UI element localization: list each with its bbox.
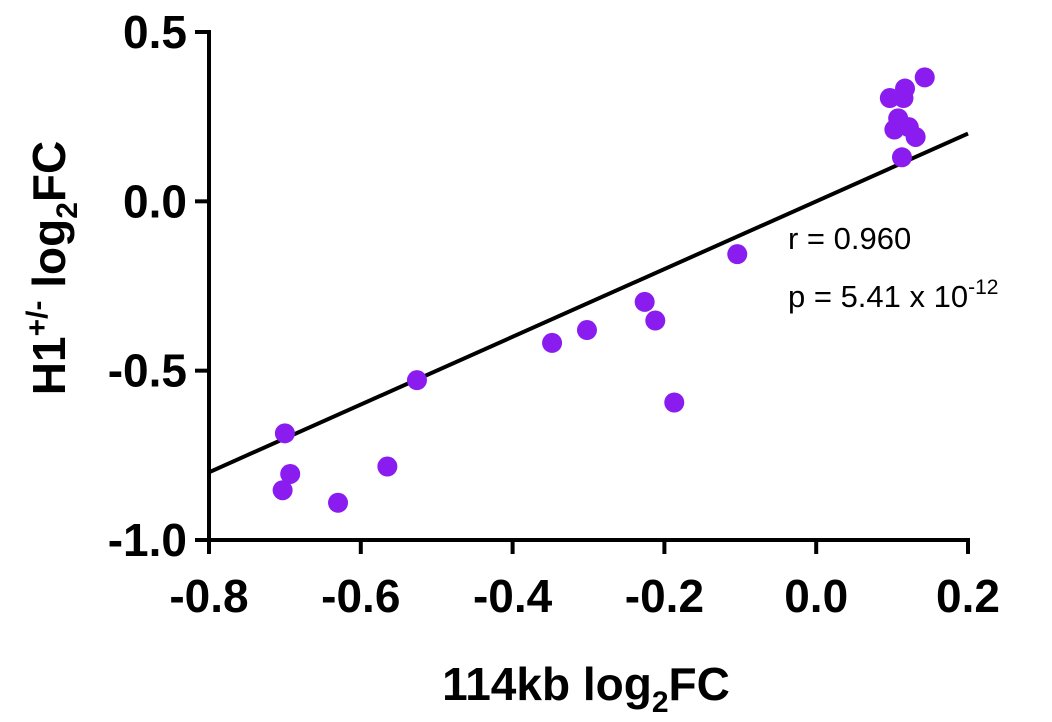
data-point [274,423,295,444]
x-axis-title-subscript: 2 [652,686,669,719]
x-tick-label: 0.0 [784,570,848,622]
data-point [664,392,685,413]
data-point [727,244,748,265]
x-axis-title: 114kb log2FC [442,658,730,719]
p-value-base: p = 5.41 x 10 [788,279,968,314]
y-tick-label: -1.0 [108,514,187,566]
x-tick-label: -0.4 [473,570,553,622]
regression-layer [208,131,969,475]
x-tick-label: 0.2 [936,570,1000,622]
y-axis-title-superscript: +/- [21,301,54,337]
data-point [576,320,597,341]
y-axis-title-middle: log [23,219,75,301]
data-point [406,370,427,391]
data-point [280,463,301,484]
y-axis-title-main: H1 [23,336,75,395]
y-axis-title: H1+/- log2FC [21,141,84,395]
data-point [328,492,349,513]
regression-line [208,131,969,475]
data-point [272,480,293,501]
x-axis-ticks: -0.8 -0.6 -0.4 -0.2 0.0 0.2 [169,540,1000,622]
y-axis-title-subscript: 2 [51,202,84,219]
data-point [645,310,666,331]
data-point [891,147,912,168]
data-point [634,291,655,312]
correlation-r-label: r = 0.960 [788,221,911,256]
data-point [905,126,926,147]
y-axis-ticks: -1.0 -0.5 0.0 0.5 [108,6,209,566]
x-axis-title-main: 114kb log [442,658,652,710]
x-axis-title-suffix: FC [669,658,730,710]
y-axis-title-suffix: FC [23,141,75,202]
x-tick-label: -0.8 [169,570,248,622]
data-point [914,67,935,88]
y-tick-label: 0.5 [123,6,187,58]
data-point [377,456,398,477]
axes [207,30,970,542]
x-tick-label: -0.2 [625,570,704,622]
y-tick-label: -0.5 [108,345,187,397]
x-tick-label: -0.6 [321,570,400,622]
data-point [895,78,916,99]
data-point [879,88,900,109]
correlation-p-label: p = 5.41 x 10-12 [788,276,998,314]
p-value-exponent: -12 [968,276,998,299]
data-point [542,332,563,353]
data-points [272,67,935,513]
y-tick-label: 0.0 [123,175,187,227]
